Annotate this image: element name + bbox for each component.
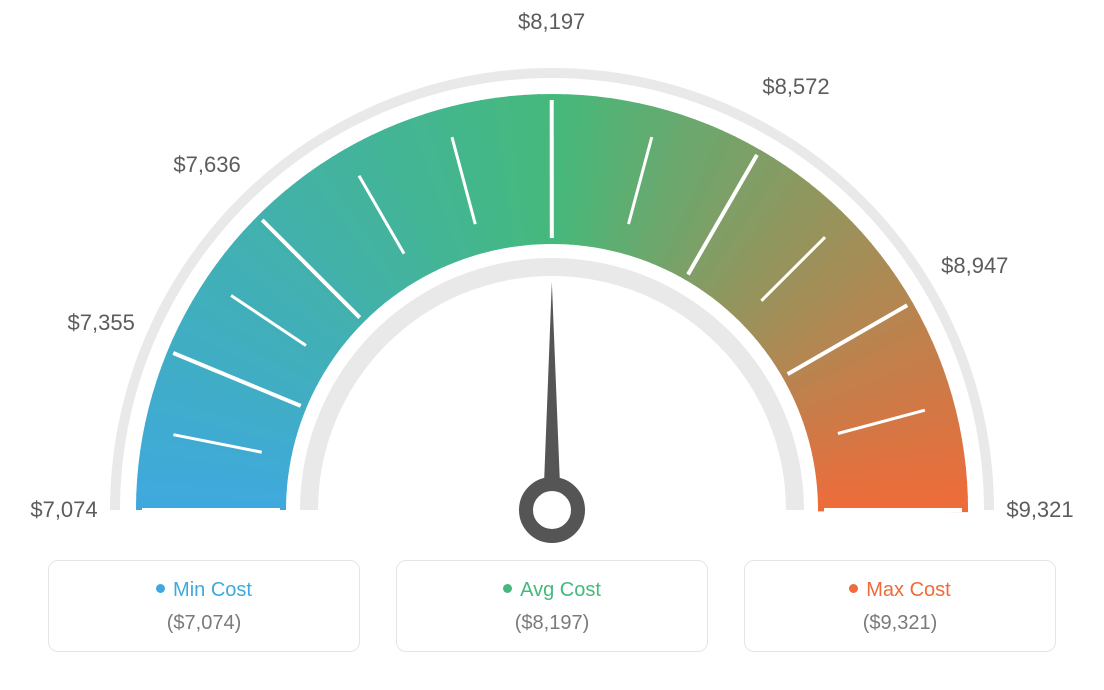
- legend-min-title: Min Cost: [49, 579, 359, 602]
- legend-avg-title: Avg Cost: [397, 579, 707, 602]
- gauge-chart: $7,074 $7,355 $7,636 $8,197 $8,572 $8,947 $9,3…: [0, 0, 1104, 560]
- gauge-tick-label: $9,321: [1006, 497, 1073, 523]
- legend-min-value: ($7,074): [49, 612, 359, 635]
- legend-card-max: Max Cost ($9,321): [744, 560, 1056, 652]
- dot-icon: [503, 584, 512, 593]
- gauge-tick-label: $8,947: [941, 253, 1008, 279]
- legend-avg-title-text: Avg Cost: [520, 579, 601, 601]
- dot-icon: [849, 584, 858, 593]
- gauge-tick-label: $8,197: [518, 9, 585, 35]
- legend-max-title: Max Cost: [745, 579, 1055, 602]
- legend-avg-value: ($8,197): [397, 612, 707, 635]
- gauge-tick-label: $7,355: [68, 310, 135, 336]
- gauge-tick-label: $7,636: [173, 152, 240, 178]
- legend-row: Min Cost ($7,074) Avg Cost ($8,197) Max …: [0, 560, 1104, 652]
- gauge-tick-label: $7,074: [30, 497, 97, 523]
- gauge-svg: [0, 0, 1104, 560]
- legend-card-avg: Avg Cost ($8,197): [396, 560, 708, 652]
- dot-icon: [156, 584, 165, 593]
- legend-card-min: Min Cost ($7,074): [48, 560, 360, 652]
- legend-min-title-text: Min Cost: [173, 579, 252, 601]
- gauge-tick-label: $8,572: [762, 74, 829, 100]
- legend-max-title-text: Max Cost: [866, 579, 950, 601]
- legend-max-value: ($9,321): [745, 612, 1055, 635]
